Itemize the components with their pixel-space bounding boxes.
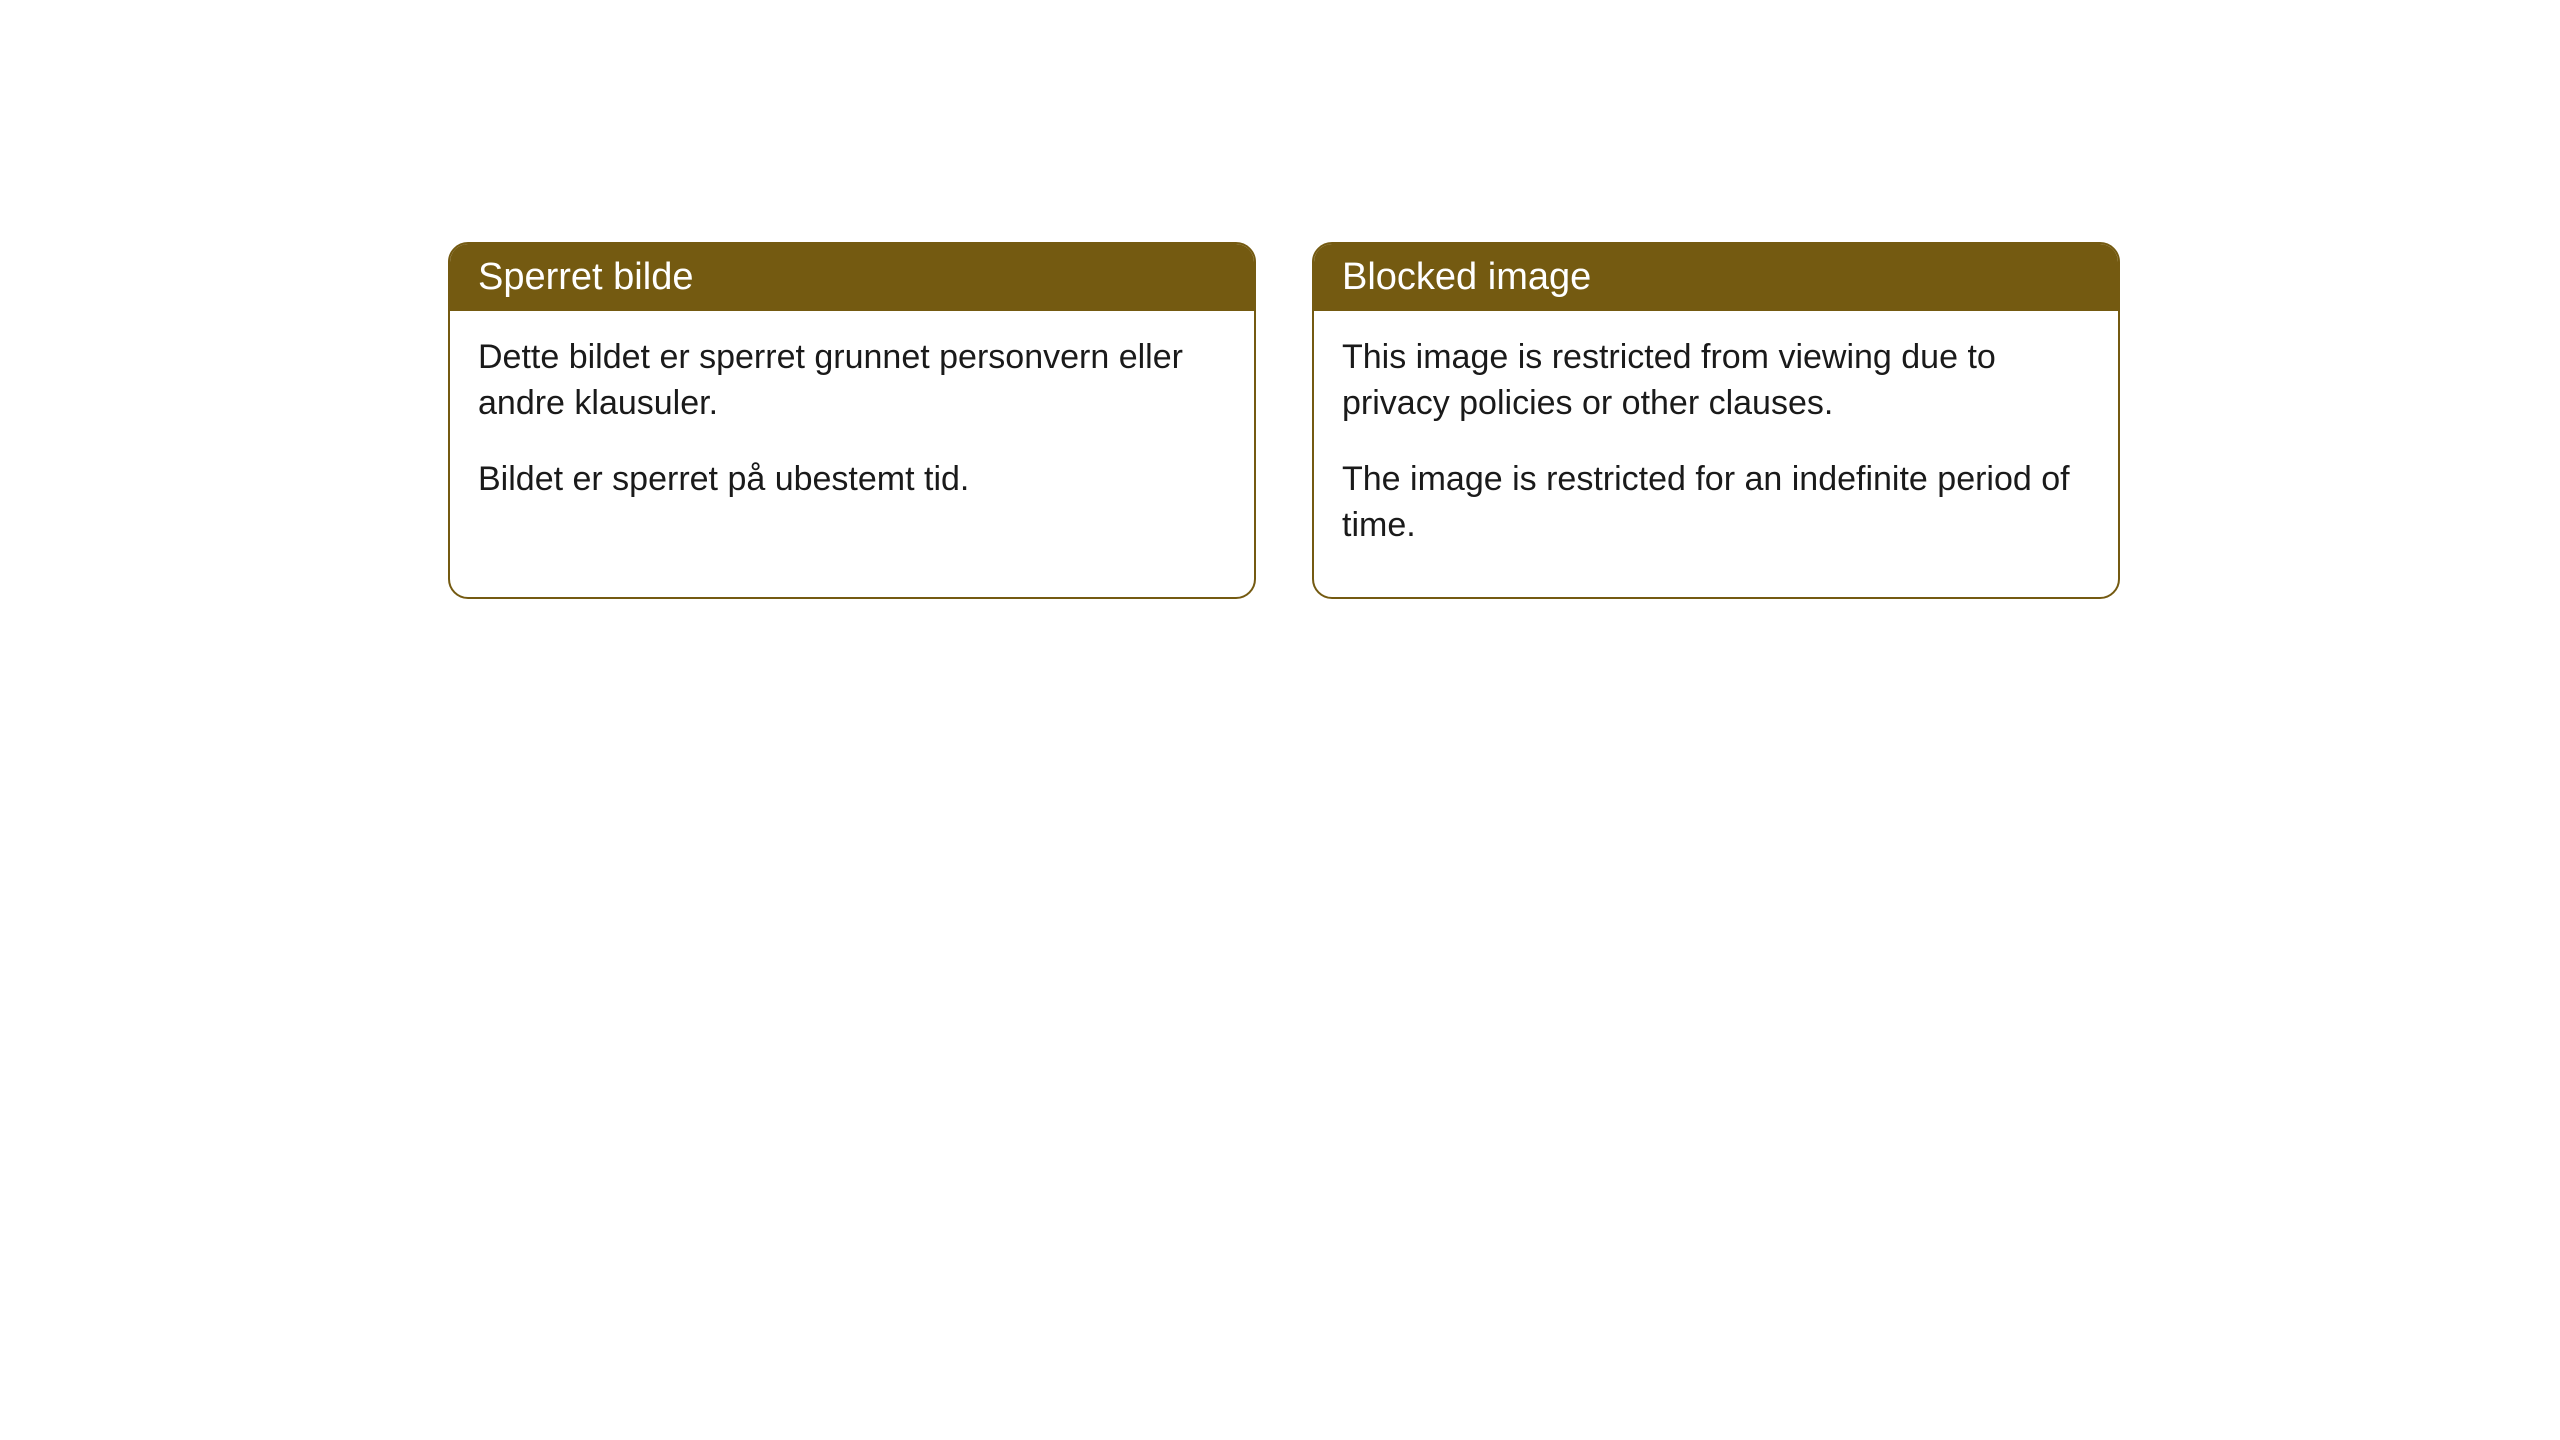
card-paragraph: Bildet er sperret på ubestemt tid.: [478, 457, 1226, 503]
notice-card-norwegian: Sperret bilde Dette bildet er sperret gr…: [448, 242, 1256, 599]
card-header: Sperret bilde: [450, 244, 1254, 311]
card-title: Sperret bilde: [478, 256, 693, 298]
card-header: Blocked image: [1314, 244, 2118, 311]
notice-container: Sperret bilde Dette bildet er sperret gr…: [448, 242, 2120, 599]
card-body: This image is restricted from viewing du…: [1314, 311, 2118, 597]
card-paragraph: The image is restricted for an indefinit…: [1342, 457, 2090, 549]
card-body: Dette bildet er sperret grunnet personve…: [450, 311, 1254, 551]
card-title: Blocked image: [1342, 256, 1591, 298]
card-paragraph: Dette bildet er sperret grunnet personve…: [478, 335, 1226, 427]
notice-card-english: Blocked image This image is restricted f…: [1312, 242, 2120, 599]
card-paragraph: This image is restricted from viewing du…: [1342, 335, 2090, 427]
